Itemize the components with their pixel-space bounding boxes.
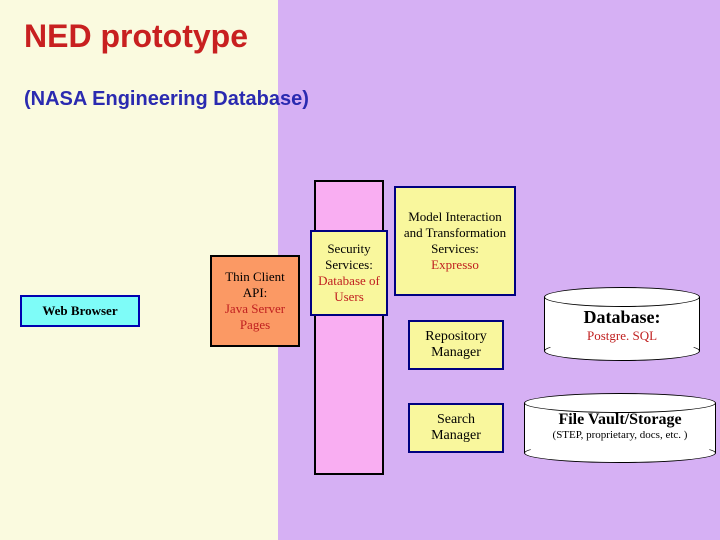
repository-manager-box: Repository Manager xyxy=(408,320,504,370)
database-title: Database: xyxy=(544,307,700,328)
model-title: Model Interaction and Transformation Ser… xyxy=(400,209,510,257)
vault-detail: (STEP, proprietary, docs, etc. ) xyxy=(524,429,716,441)
thin-client-detail: Java Server Pages xyxy=(216,301,294,333)
vault-title: File Vault/Storage xyxy=(524,411,716,429)
repository-label: Repository Manager xyxy=(414,329,498,361)
web-browser-label: Web Browser xyxy=(42,303,117,319)
thin-client-box: Thin Client API: Java Server Pages xyxy=(210,255,300,347)
file-vault-cylinder: File Vault/Storage (STEP, proprietary, d… xyxy=(524,393,716,463)
model-detail: Expresso xyxy=(431,257,479,273)
security-detail: Database of Users xyxy=(316,273,382,305)
security-services-box: Security Services: Database of Users xyxy=(310,230,388,316)
search-label: Search Manager xyxy=(414,412,498,444)
page-subtitle: (NASA Engineering Database) xyxy=(24,88,309,111)
web-browser-box: Web Browser xyxy=(20,295,140,327)
model-services-box: Model Interaction and Transformation Ser… xyxy=(394,186,516,296)
database-detail: Postgre. SQL xyxy=(544,328,700,344)
services-background-panel xyxy=(314,180,384,475)
search-manager-box: Search Manager xyxy=(408,403,504,453)
database-cylinder: Database: Postgre. SQL xyxy=(544,287,700,361)
thin-client-title: Thin Client API: xyxy=(216,269,294,301)
page-title: NED prototype xyxy=(24,18,248,55)
security-title: Security Services: xyxy=(316,241,382,273)
